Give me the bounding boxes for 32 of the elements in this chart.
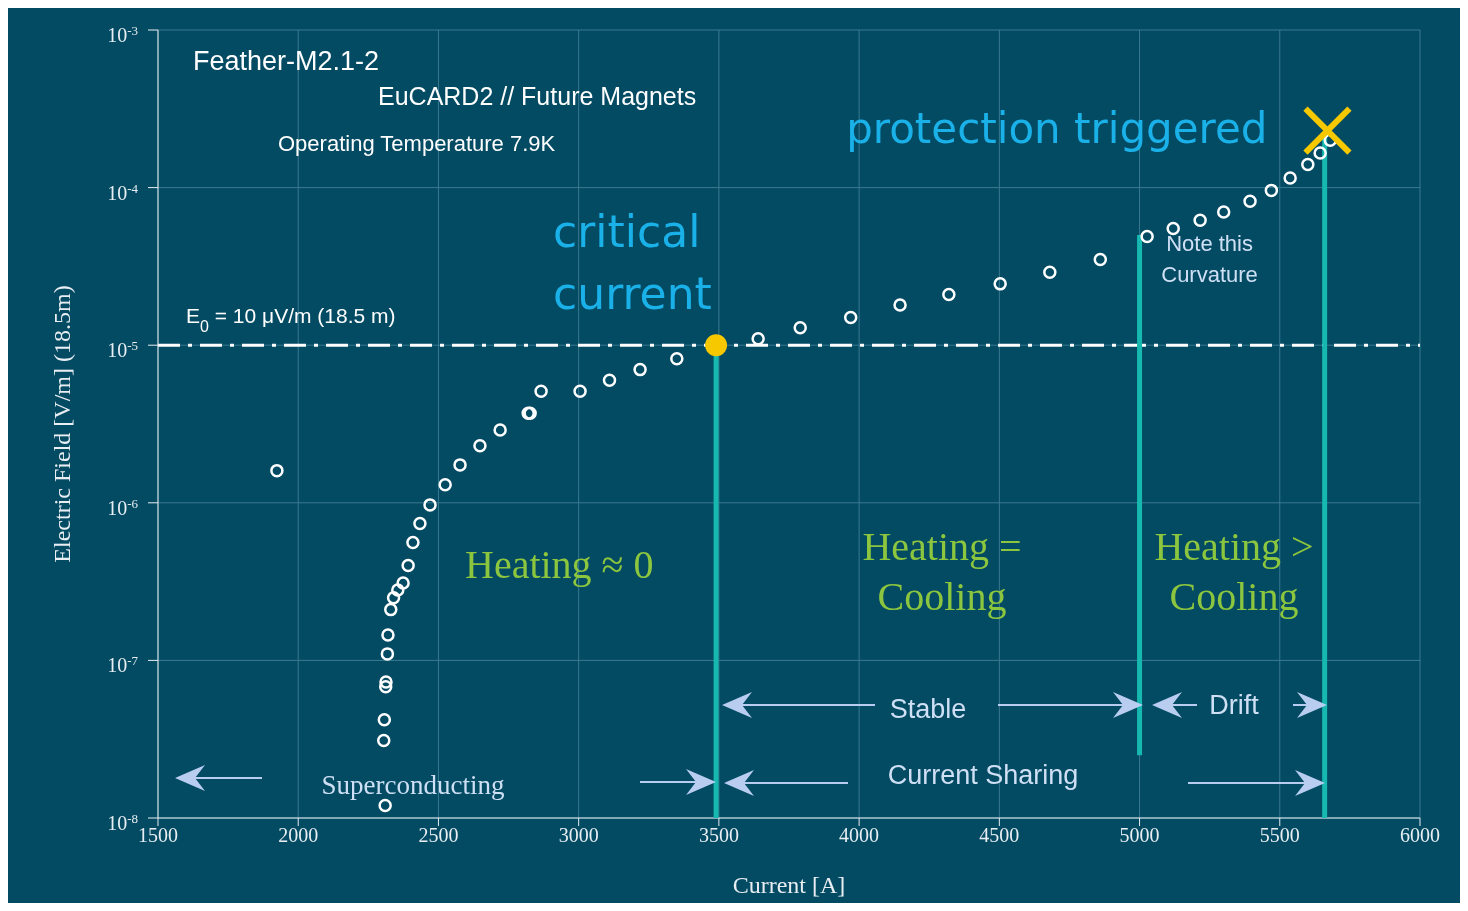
- y-tick-label: 10$^{-5}$: [107, 337, 138, 362]
- ref-line-label: E$_{0}$ = 10 μV/m (18.5 m): [186, 304, 396, 335]
- annotation: Note this Curvature: [1161, 231, 1258, 288]
- x-tick-label: 2000: [278, 824, 319, 847]
- y-tick-label: 10$^{-4}$: [107, 180, 139, 204]
- y-tick-label: 10$^{-8}$: [107, 810, 138, 834]
- x-tick-label: 5500: [1259, 824, 1300, 847]
- x-tick-label: 4500: [979, 824, 1020, 847]
- annotation: Stable: [889, 694, 967, 724]
- y-axis-title: Electric Field [V/m] (18.5m): [49, 285, 75, 563]
- x-tick-label: 5000: [1119, 824, 1160, 847]
- annotation: Current Sharing: [887, 760, 1079, 790]
- x-tick-label: 3500: [698, 824, 739, 847]
- text: Feather-M2.1-2: [193, 46, 380, 76]
- x-axis-title: Current [A]: [732, 872, 846, 898]
- annotation: Heating = Cooling: [862, 524, 1022, 619]
- annotation: Drift: [1209, 690, 1260, 720]
- y-tick-label: 10$^{-6}$: [107, 495, 139, 519]
- annotation: Operating Temperature 7.9K: [278, 131, 556, 156]
- annotation: protection triggered: [846, 103, 1268, 153]
- y-tick-label: 10$^{-3}$: [107, 22, 138, 46]
- x-tick-label: 2500: [418, 824, 459, 847]
- annotation: Heating ≈ 0: [465, 542, 654, 587]
- x-tick-label: 3000: [558, 824, 599, 847]
- annotation: Superconducting: [321, 770, 505, 800]
- x-tick-label: 6000: [1400, 824, 1440, 847]
- x-tick-label: 1500: [138, 824, 178, 847]
- annotation: Heating > Cooling: [1154, 524, 1314, 619]
- text: EuCARD2 // Future Magnets: [378, 82, 697, 110]
- y-tick-label: 10$^{-7}$: [107, 652, 139, 677]
- annotation: critical current: [553, 206, 712, 320]
- x-tick-label: 4000: [839, 824, 880, 847]
